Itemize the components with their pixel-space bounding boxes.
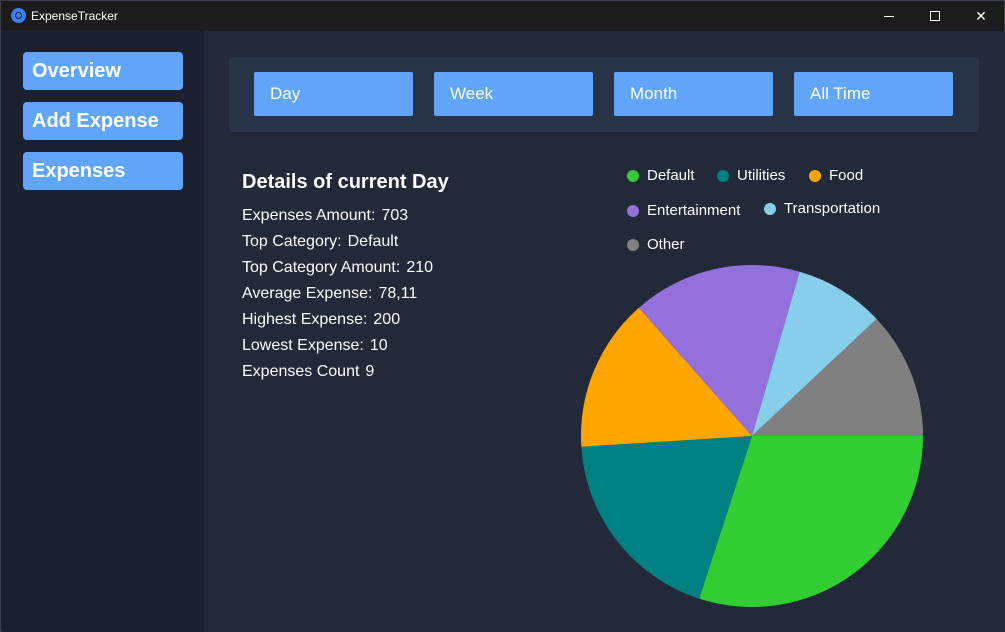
minimize-icon [884,15,894,17]
stat-row: Average Expense: 78,11 [242,284,572,310]
nav-overview-button[interactable]: Overview [23,52,183,90]
main-panel: Day Week Month All Time Details of curre… [204,31,1005,632]
stat-label: Highest Expense: [242,311,368,328]
pie-slice-other[interactable] [752,318,923,436]
window-title: ExpenseTracker [31,9,118,23]
pie-slice-default[interactable] [699,436,923,607]
stat-row: Expenses Amount: 703 [242,206,572,232]
stat-label: Top Category Amount: [242,259,401,276]
stat-row: Lowest Expense: 10 [242,336,572,362]
stat-value: 703 [381,207,409,224]
legend-swatch [627,238,639,251]
legend-item[interactable]: Food [809,167,863,184]
legend-item[interactable]: Other [627,236,685,253]
nav-expenses-button[interactable]: Expenses [23,152,183,190]
legend-swatch [764,202,776,215]
stat-row: Top Category Amount: 210 [242,258,572,284]
stat-value: 200 [373,311,401,328]
minimize-button[interactable] [866,1,912,31]
stat-label: Average Expense: [242,285,373,302]
details-panel: Details of current Day Expenses Amount: 7… [242,171,572,388]
maximize-button[interactable] [912,1,958,31]
expense-pie-chart[interactable] [577,261,927,611]
pie-slice-transportation[interactable] [752,271,877,436]
filter-week-button[interactable]: Week [434,72,593,116]
legend-item[interactable]: Transportation [764,200,880,217]
title-bar[interactable]: ExpenseTracker ✕ [1,1,1004,31]
stat-value: Default [347,233,399,250]
maximize-icon [930,11,940,21]
pie-slice-food[interactable] [581,307,752,447]
legend-label: Entertainment [647,202,741,219]
sidebar: Overview Add Expense Expenses [2,31,204,632]
legend-label: Food [829,167,864,184]
legend-swatch [627,169,639,182]
legend-item[interactable]: Entertainment [627,202,740,219]
filter-month-button[interactable]: Month [614,72,773,116]
stat-row: Highest Expense: 200 [242,310,572,336]
stat-label: Top Category: [242,233,342,250]
stat-value: 10 [369,337,388,354]
details-title: Details of current Day [242,171,449,193]
chart-legend: Default Utilities Food Entertainment Tra… [624,164,984,264]
stat-row: Top Category: Default [242,232,572,258]
stat-label: Lowest Expense: [242,337,364,354]
legend-swatch [717,169,729,182]
stat-label: Expenses Amount: [242,207,376,224]
nav-add-expense-button[interactable]: Add Expense [23,102,183,140]
legend-label: Other [647,236,685,253]
stat-value: 210 [406,259,434,276]
stat-value: 9 [365,363,375,380]
legend-label: Utilities [737,167,786,184]
stat-value: 78,11 [378,285,418,302]
period-filter-bar: Day Week Month All Time [229,57,979,132]
pie-slice-utilities[interactable] [581,436,752,599]
close-button[interactable]: ✕ [958,1,1004,31]
legend-swatch [627,204,639,217]
legend-label: Default [647,167,695,184]
close-icon: ✕ [975,7,987,24]
pie-slice-entertainment[interactable] [638,265,800,436]
app-logo-icon [11,8,26,23]
legend-swatch [809,169,821,182]
stat-label: Expenses Count [242,363,360,380]
filter-day-button[interactable]: Day [254,72,413,116]
legend-item[interactable]: Utilities [717,167,785,184]
stat-row: Expenses Count 9 [242,362,572,388]
legend-item[interactable]: Default [627,167,695,184]
legend-label: Transportation [784,200,881,217]
filter-all-time-button[interactable]: All Time [794,72,953,116]
